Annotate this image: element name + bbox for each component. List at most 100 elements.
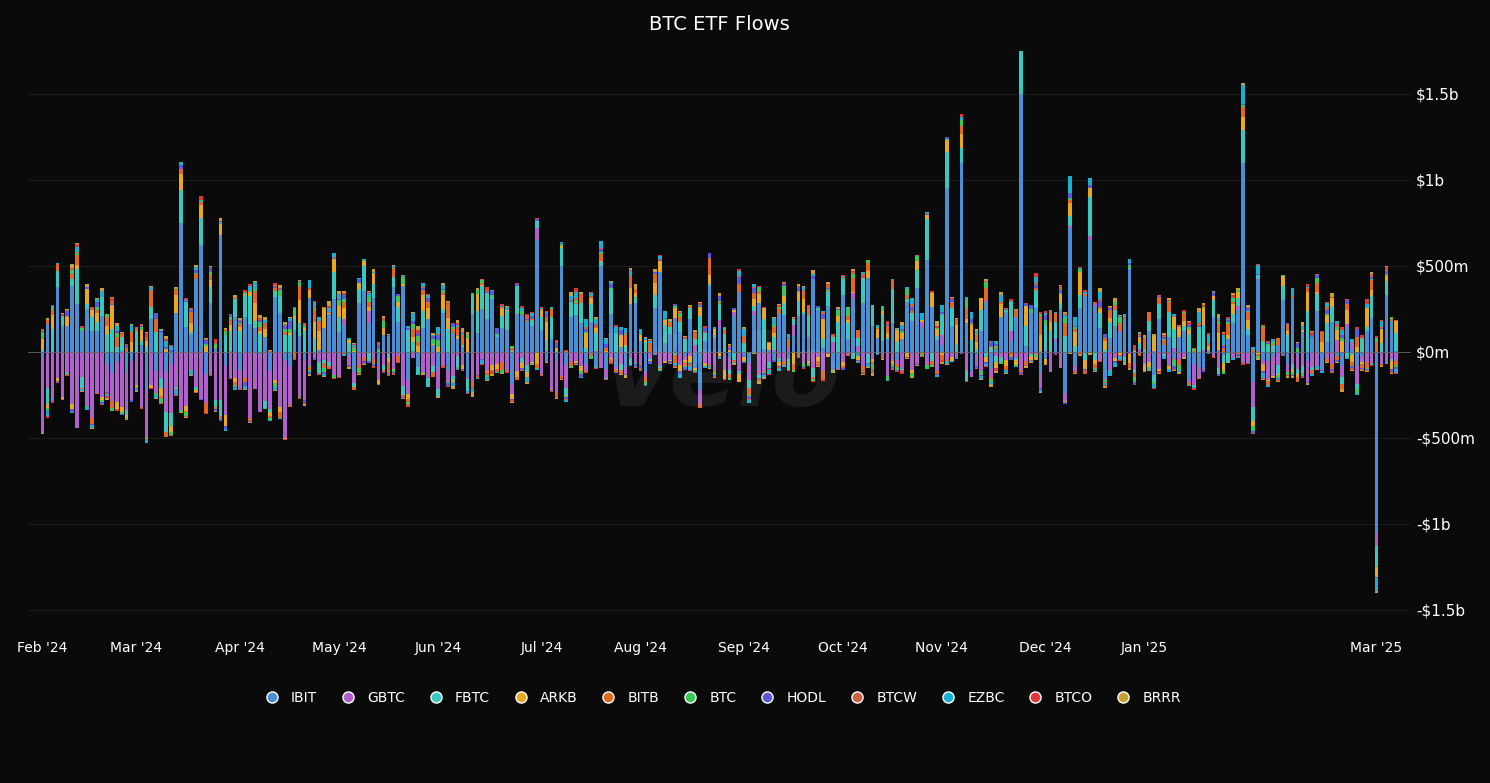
Bar [115,402,119,409]
Bar [258,327,262,330]
Bar [891,352,894,361]
Bar [821,311,825,312]
Bar [1043,363,1047,365]
Bar [697,305,702,306]
Bar [40,332,45,338]
Bar [782,360,785,364]
Bar [569,317,574,352]
Bar [1158,296,1161,297]
Bar [367,298,371,301]
Bar [930,353,934,361]
Bar [979,331,983,352]
Bar [185,417,188,418]
Bar [460,352,465,366]
Bar [659,255,662,256]
Bar [243,377,247,382]
Bar [1053,313,1058,323]
Bar [1384,362,1389,364]
Bar [560,243,563,244]
Bar [1015,359,1018,360]
Bar [806,352,811,361]
Bar [806,364,811,365]
Bar [881,311,885,316]
Bar [673,363,676,366]
Bar [876,329,879,337]
Bar [396,302,401,307]
Bar [718,304,721,320]
Bar [1004,309,1007,310]
Bar [213,400,218,407]
Bar [185,412,188,416]
Bar [1083,294,1086,295]
Bar [1266,385,1269,387]
Bar [989,384,992,387]
Bar [885,339,890,352]
Bar [589,356,593,359]
Bar [1331,364,1334,369]
Bar [490,297,495,299]
Bar [817,306,820,308]
Bar [486,375,489,377]
Bar [159,352,162,378]
Bar [648,341,653,343]
Bar [757,286,761,287]
Bar [1369,296,1374,318]
Bar [1202,350,1205,352]
Bar [328,313,331,352]
Bar [228,331,232,351]
Bar [1275,365,1280,374]
Bar [1316,278,1319,283]
Bar [712,338,717,352]
Bar [264,352,267,401]
Bar [1256,358,1261,360]
Bar [1207,352,1210,354]
Bar [1395,361,1398,366]
Bar [1305,292,1310,311]
Bar [806,361,811,364]
Bar [757,304,761,352]
Bar [298,281,301,282]
Bar [569,292,574,296]
Bar [1271,339,1274,342]
Bar [1019,372,1022,374]
Bar [614,325,617,327]
Bar [748,380,751,388]
Bar [422,327,425,352]
Bar [580,371,583,374]
Bar [234,387,237,388]
Bar [1147,352,1152,362]
Bar [1034,273,1037,277]
Bar [1331,307,1334,323]
Bar [1231,294,1235,295]
Bar [1019,0,1022,23]
Bar [1246,320,1250,329]
Bar [219,352,222,400]
Bar [268,412,271,416]
Bar [194,267,198,270]
Bar [802,299,805,312]
Bar [119,407,124,412]
Bar [268,352,271,371]
Bar [885,377,890,380]
Bar [1088,240,1092,352]
Bar [362,261,365,266]
Bar [1202,305,1205,306]
Bar [1365,369,1368,370]
Bar [723,352,726,355]
Bar [1094,363,1097,368]
Bar [1375,578,1378,591]
Bar [742,361,746,363]
Bar [416,373,420,375]
Bar [80,328,83,331]
Bar [752,284,755,287]
Bar [422,288,425,290]
Bar [55,352,60,378]
Bar [501,316,504,328]
Bar [985,352,988,356]
Bar [377,384,380,385]
Bar [1231,305,1235,314]
Bar [1147,367,1152,369]
Bar [1132,373,1137,377]
Bar [891,368,894,370]
Bar [618,364,623,370]
